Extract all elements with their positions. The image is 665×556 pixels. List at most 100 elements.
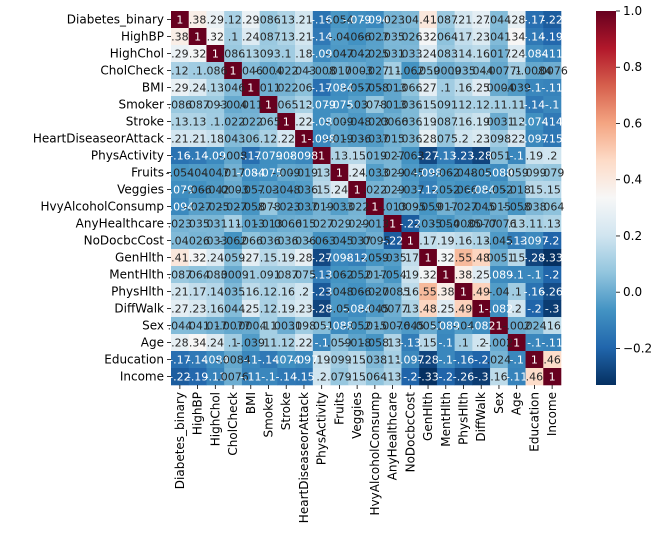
cell-value-label: .087 [434,116,459,129]
heatmap-cell [277,45,296,63]
heatmap-cell [259,79,278,97]
cell-value-label: -.042 [343,48,371,61]
cell-value-label: -.059 [361,252,389,265]
heatmap-cell [188,45,207,63]
heatmap-cell [507,181,526,199]
cell-value-label: .1 [210,116,221,129]
cell-value-label: .043 [292,65,317,78]
cell-value-label: .0066 [377,116,409,129]
heatmap-cell [171,317,190,335]
y-tick-label: Fruits [131,166,164,180]
heatmap-cell [472,11,491,29]
heatmap-cell [206,45,225,63]
heatmap-cell [277,28,296,46]
cell-value-label: -.097 [520,235,548,248]
cell-value-label: .48 [472,252,490,265]
heatmap-cell [277,351,296,369]
heatmap-cell [454,113,473,131]
cell-value-label: -.052 [343,269,371,282]
heatmap-cell [171,351,190,369]
cell-value-label: -.045 [485,235,513,248]
cell-value-label: -.0076 [375,320,410,333]
heatmap-cell [507,164,526,182]
cell-value-label: -.062 [396,65,424,78]
heatmap-cell [419,368,438,386]
heatmap-cell [188,351,207,369]
heatmap-cell [348,130,367,148]
heatmap-cell [366,164,385,182]
cell-value-label: .029 [380,167,405,180]
cell-value-label: .13 [402,303,420,316]
cell-value-label: -.062 [325,269,353,282]
heatmap-cell [366,130,385,148]
cell-value-label: .036 [274,235,299,248]
heatmap-cell [490,215,509,233]
heatmap-cell [241,351,260,369]
heatmap-cell [206,28,225,46]
cell-value-label: -.17 [311,82,332,95]
x-tick-label: Fruits [332,392,346,425]
cell-value-label: -.013 [237,218,265,231]
cell-value-label: 1 [336,167,343,180]
cell-value-label: .078 [256,201,281,214]
cell-value-label: .12 [277,337,295,350]
cell-value-label: .015 [292,218,317,231]
cell-value-label: .13 [384,371,402,384]
cell-value-label: -.22 [169,371,190,384]
cell-value-label: .0076 [536,65,568,78]
cell-value-label: -.11 [541,337,562,350]
heatmap-cell [171,300,190,318]
y-tick-label: PhysActivity [91,149,164,163]
heatmap-cell [224,351,243,369]
cell-value-label: -.14 [187,150,208,163]
cell-value-label: .2 [547,150,558,163]
heatmap-cell [330,317,349,335]
cell-value-label: -.14 [541,116,562,129]
cell-value-label: .017 [434,201,459,214]
cell-value-label: -.066 [343,31,371,44]
heatmap-cell [348,317,367,335]
heatmap-cell [383,198,402,216]
heatmap-cell [472,283,491,301]
heatmap-cell [277,232,296,250]
heatmap-cell [383,79,402,97]
heatmap-cell [490,198,509,216]
cell-value-label: .023 [380,14,405,27]
heatmap-cell [419,334,438,352]
heatmap-cell [366,283,385,301]
heatmap-cell [507,300,526,318]
heatmap-cell [277,215,296,233]
cell-value-label: -.008 [307,65,335,78]
cell-value-label: .1 [441,82,452,95]
x-tick-label: NoDocbcCost [403,392,417,473]
heatmap-cell [436,79,455,97]
heatmap-cell [454,130,473,148]
heatmap-cell [241,11,260,29]
cell-value-label: .041 [185,320,210,333]
cell-value-label: .087 [434,14,459,27]
heatmap-cell [277,249,296,267]
heatmap-cell [419,198,438,216]
heatmap-cell [366,351,385,369]
cell-value-label: -.082 [467,320,495,333]
cell-value-label: .064 [434,31,459,44]
cell-value-label: -.15 [541,133,562,146]
cell-value-label: -.054 [325,14,353,27]
cell-value-label: -.04 [187,167,208,180]
cell-value-label: -.035 [378,252,406,265]
heatmap-cell [312,334,331,352]
heatmap-cell [401,215,420,233]
cell-value-label: 1 [230,65,237,78]
heatmap-cell [312,79,331,97]
cell-value-label: -.097 [396,354,424,367]
x-tick-label: HighChol [208,392,222,446]
heatmap-cell [259,62,278,80]
cell-value-label: 1 [389,218,396,231]
heatmap-cell [206,351,225,369]
heatmap-cell [259,96,278,114]
cell-value-label: -.002 [502,320,530,333]
cell-value-label: -.16 [311,14,332,27]
cell-value-label: -.048 [449,167,477,180]
cell-value-label: -.14 [275,371,296,384]
